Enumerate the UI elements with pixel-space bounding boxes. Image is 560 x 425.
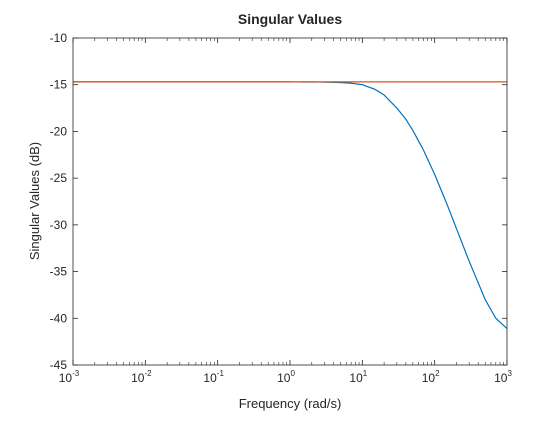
y-tick-label: -30 [50,218,68,232]
x-tick-label: 101 [349,369,367,385]
x-axis-label: Frequency (rad/s) [239,396,342,411]
y-tick-label: -20 [50,124,68,138]
y-axis-ticks: -45 -40 -35 -30 -25 -20 -15 -10 [50,31,507,372]
x-tick-label: 10-1 [203,369,224,385]
x-tick-label: 103 [494,369,512,385]
plot-lines [73,81,508,330]
axes-frame [72,37,508,366]
y-tick-label: -25 [50,171,68,185]
chart-title: Singular Values [238,11,342,27]
y-axis-label: Singular Values (dB) [27,142,42,260]
y-tick-label: -10 [50,31,68,45]
x-tick-label: 10-2 [131,369,152,385]
x-tick-label: 10-3 [59,369,80,385]
x-tick-label: 102 [422,369,440,385]
series-line-1 [73,81,508,330]
y-tick-label: -15 [50,78,68,92]
y-tick-label: -40 [50,311,68,325]
x-tick-label: 100 [277,369,295,385]
y-tick-label: -45 [50,358,68,372]
x-axis-ticks: 10-3 10-2 10-1 100 101 102 103 [59,38,512,385]
y-tick-label: -35 [50,265,68,279]
axes-box [72,37,508,366]
